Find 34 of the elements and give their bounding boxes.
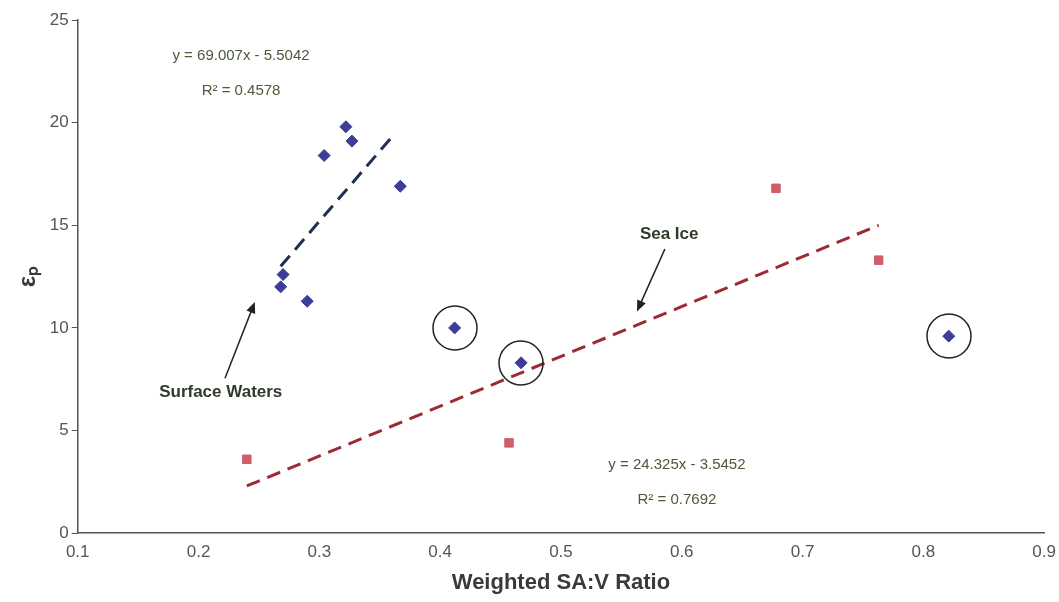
x-tick-label: 0.9 [1032,542,1056,562]
x-tick-label: 0.3 [307,542,332,562]
x-tick-label: 0.8 [911,542,936,562]
annotation: y = 69.007x - 5.5042 [172,46,310,64]
annotation: Sea Ice [639,224,699,244]
y-tick-label: 0 [59,522,69,542]
point [393,179,407,193]
x-tick-label: 0.4 [428,542,452,562]
point [274,280,288,294]
y-tick-label: 20 [49,112,69,132]
point [771,183,781,194]
x-tick-label: 0.7 [790,542,815,562]
annotation: y = 24.325x - 3.5452 [608,455,746,473]
point [317,148,331,162]
point [873,255,884,265]
x-tick-label: 0.1 [65,542,90,562]
y-tick-label: 25 [49,9,69,29]
point [504,438,514,448]
y-axis-title: εₚ [13,265,43,288]
y-tick-label: 15 [49,214,69,234]
point [345,134,359,148]
x-tick-label: 0.6 [669,542,694,562]
point [276,268,290,282]
x-axis-title: Weighted SA:V Ratio [451,568,671,594]
y-tick-label: 5 [59,420,69,440]
point [242,454,252,465]
y-tick-label: 10 [49,317,69,337]
annotation: R² = 0.4578 [201,81,281,99]
x-tick-label: 0.5 [549,542,573,562]
x-tick-label: 0.2 [186,542,211,562]
point [300,294,314,308]
annotation: Surface Waters [159,381,283,401]
point [339,120,353,134]
annotation: R² = 0.7692 [637,489,717,507]
